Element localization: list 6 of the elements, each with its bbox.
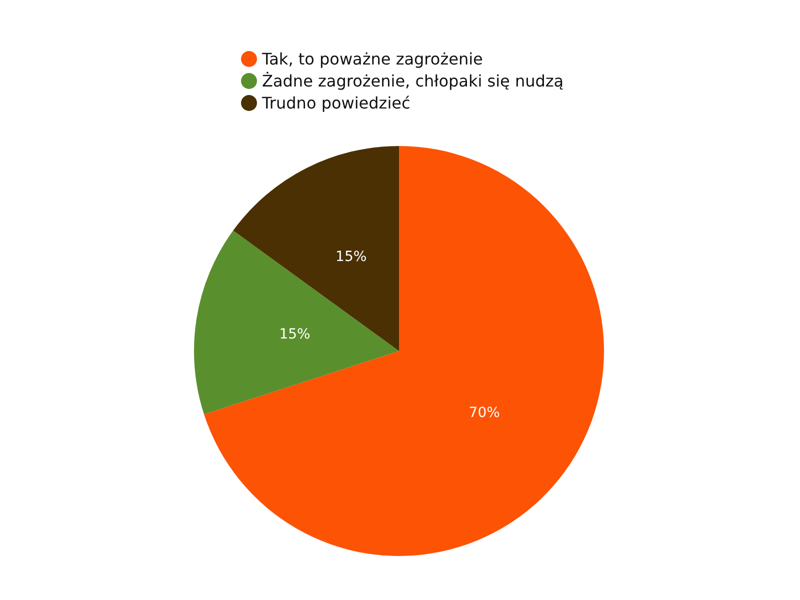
data-label: 15% <box>279 326 310 342</box>
data-label: 70% <box>468 405 500 422</box>
legend-label: Tak, to poważne zagrożenie <box>261 50 483 68</box>
data-label: 15% <box>336 249 367 265</box>
legend-label: Trudno powiedzieć <box>261 94 410 112</box>
legend-label: Żadne zagrożenie, chłopaki się nudzą <box>262 72 564 90</box>
